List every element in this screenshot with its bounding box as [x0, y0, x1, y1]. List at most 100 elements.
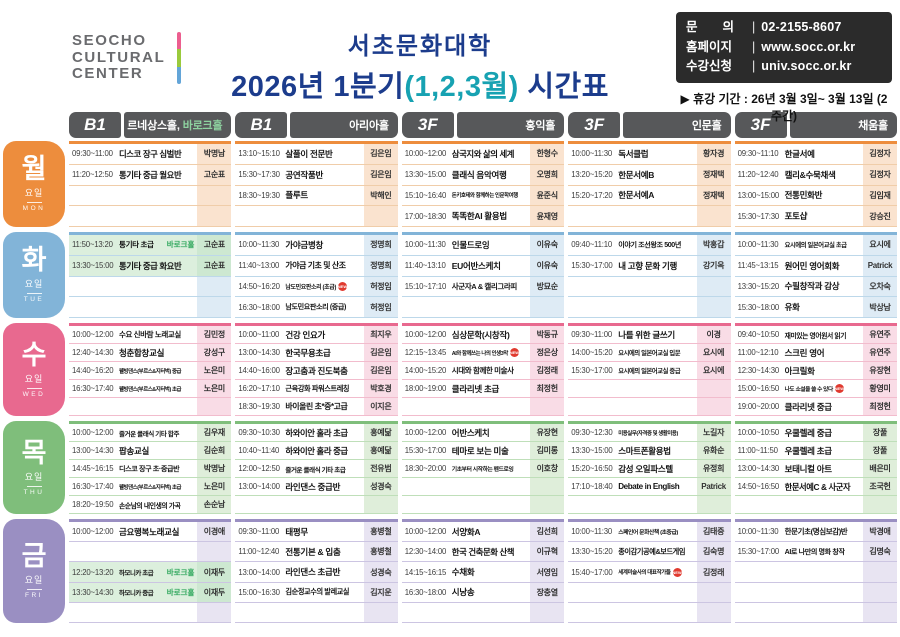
- class-info: 12:40~14:30 청춘합창교실: [69, 344, 197, 361]
- class-slot: 15:30~17:00 테마로 보는 미술 김미롱: [401, 442, 565, 460]
- instructor-name: 김정자: [862, 164, 897, 185]
- class-slot: 14:40~16:20 웰빙댄스(부르스&지터벅) 중급 노은미: [69, 362, 232, 380]
- instructor-name: 박명남: [197, 460, 232, 477]
- timetable-board: B1 르네상스홀, 바로크홀 B1 아리아홀 3F 홍익홀 3F 인문홀 3F 채움홀 월 요일 MON…: [0, 112, 900, 624]
- class-info: 10:00~12:00 수요 신바람 노래교실: [69, 326, 197, 343]
- class-time: 18:30~19:30: [238, 402, 280, 411]
- class-name: AI로 나만의 명화 창작: [784, 547, 845, 556]
- instructor-name: [197, 185, 232, 206]
- class-time: 13:20~15:20: [571, 170, 613, 180]
- class-info: 13:30~15:00 스마트폰활용법: [568, 442, 696, 459]
- class-slot: 13:00~14:30 팝송교실 김순희: [69, 442, 232, 460]
- class-info: 10:40~11:40 하와이안 훌라 중급: [235, 442, 363, 459]
- instructor-name: [197, 206, 232, 226]
- class-info: [69, 398, 197, 415]
- instructor-name: 황자경: [696, 144, 731, 164]
- instructor-name: [696, 496, 731, 513]
- class-name: 삼국지와 삶의 세계: [451, 148, 515, 159]
- class-time: 10:00~11:30: [737, 240, 779, 250]
- class-name: 즐거운 클래식 기타 초급: [285, 466, 346, 474]
- empty-slot: [69, 297, 232, 318]
- day-name-english: WED: [22, 390, 46, 398]
- hall-label-baroque: 바로크홀: [182, 120, 223, 132]
- class-info: 15:30~17:00 내 고향 문화 기행: [568, 256, 696, 276]
- instructor-name: Patrick: [696, 478, 731, 495]
- class-slot: 16:30~18:00 남도민요판소리 (중급) 허정임: [235, 297, 398, 318]
- instructor-name: 고순표: [197, 235, 232, 255]
- class-time: 13:30~15:00: [571, 446, 613, 455]
- class-time: 15:30~18:00: [737, 302, 780, 312]
- class-slot: 10:00~12:00 금요행복노래교실 이경애: [69, 522, 232, 543]
- class-slot: 12:00~12:50 즐거운 클래식 기타 초급 전유범: [235, 460, 398, 478]
- class-name: 한국 건축문화 산책: [451, 546, 515, 557]
- schedule-cell: 10:00~12:00 서양화A 김선희 12:30~14:00 한국 건축문화 산책 이…: [401, 519, 565, 624]
- class-time: 10:00~12:00: [72, 527, 114, 537]
- contact-area: 문 의 | 02-2155-8607 홈페이지 | www.socc.or.kr 수강신청 |…: [676, 12, 892, 124]
- schedule-cell: 11:50~13:20 통기타 초급 바로크홀 고순표 13:30~15:00 통기타 중…: [69, 232, 232, 318]
- class-slot: 13:00~14:00 라인댄스 초급반 성경숙: [235, 562, 398, 583]
- class-slot: 10:00~12:00 수요 신바람 노래교실 김민정: [69, 326, 232, 344]
- day-row-fri: 금 요일 FRI 10:00~12:00 금요행복노래교실 이경애 12:20~13:20 하…: [3, 519, 897, 624]
- class-name: 디스코 장구 심벌반: [119, 148, 182, 159]
- class-time: 13:00~14:30: [72, 446, 114, 455]
- contact-separator: |: [752, 59, 756, 74]
- contact-row: 수강신청 | univ.socc.or.kr: [686, 59, 882, 75]
- title-line2: 2026년 1분기(1,2,3월) 시간표: [160, 63, 680, 105]
- class-slot: 17:10~18:40 Debate in English Patrick: [568, 478, 731, 496]
- class-slot: 09:30~11:00 태평무 홍병철: [235, 522, 398, 543]
- class-slot: 12:20~13:20 하모니카 초급 바로크홀 이재두: [69, 562, 232, 583]
- class-info: 12:30~14:00 한국 건축문화 산책: [402, 542, 530, 561]
- class-info: 11:45~13:15 원어민 영어회화: [735, 256, 863, 276]
- empty-slot: [401, 398, 565, 416]
- class-info: 18:30~20:00 기초부터 시작하는 펜드로잉: [402, 460, 530, 477]
- instructor-name: [862, 562, 897, 582]
- class-info: 14:40~16:20 웰빙댄스(부르스&지터벅) 중급: [69, 362, 197, 379]
- logo-line: CULTURAL: [72, 48, 166, 66]
- class-slot: 13:00~14:00 라인댄스 중급반 성경숙: [235, 478, 398, 496]
- schedule-cell: 09:30~11:00 태평무 홍병철 11:00~12:40 전통기본 & 입춤 홍병철…: [235, 519, 398, 624]
- class-name: 한문서예C & 사군자: [784, 481, 851, 492]
- schedule-cell: 09:30~10:30 하와이안 훌라 초급 홍예닮 10:40~11:40 하와이안 …: [235, 421, 398, 514]
- instructor-name: 유연주: [862, 344, 897, 361]
- class-time: 18:30~20:00: [404, 464, 447, 473]
- instructor-name: 최지우: [363, 326, 398, 343]
- class-name: 스크린 영어: [784, 347, 825, 358]
- class-slot: 14:45~16:15 디스코 장구 초·중급반 박명남: [69, 460, 232, 478]
- class-info: 12:15~13:45 AI와 함께쓰는 나의 인생3막 NEW: [402, 344, 530, 361]
- class-time: 13:00~15:00: [737, 190, 780, 200]
- class-time: 09:40~11:10: [571, 240, 612, 250]
- class-slot: 14:15~16:15 수채화 서영임: [401, 562, 565, 583]
- baroque-hall-tag: 바로크홀: [166, 240, 195, 250]
- instructor-name: [530, 297, 565, 317]
- class-slot: 15:20~17:20 한문서예A 정재택: [568, 185, 731, 207]
- class-info: 16:30~18:00 남도민요판소리 (중급): [235, 297, 363, 317]
- class-time: 13:00~14:00: [238, 567, 280, 577]
- class-name: 하와이안 훌라 중급: [285, 445, 348, 456]
- hall-name-bar: 채움홀: [789, 112, 897, 138]
- class-time: 19:00~20:00: [737, 402, 780, 411]
- empty-slot: [568, 206, 731, 227]
- class-name: 전통민화반: [784, 190, 823, 201]
- class-info: 17:00~18:30 똑똑한AI 활용법: [402, 206, 530, 226]
- hall-label: 인문홀: [691, 120, 722, 132]
- class-info: 09:30~11:00 태평무: [235, 522, 363, 541]
- instructor-name: 이유숙: [530, 255, 565, 276]
- day-rows: 월 요일 MON 09:30~11:00 디스코 장구 심벌반 박명남 11:20~12:5…: [3, 141, 897, 624]
- class-info: [69, 206, 197, 226]
- schedule-cell: 10:00~11:30 요시에의 일본어교실 초급 요시에 11:45~13:15 원어…: [734, 232, 897, 318]
- class-name: 장고춤과 진도북춤: [285, 365, 348, 376]
- class-name: 종이감기공예&보드게임: [618, 546, 686, 556]
- class-name: 우쿨렐레 초급: [784, 445, 832, 456]
- schedule-cell: 09:30~11:10 한글서예 김정자 11:20~12:40 캘리&수묵채색 김정자 1…: [734, 141, 897, 227]
- class-time: 09:30~10:30: [238, 428, 280, 437]
- class-time: 15:30~17:30: [238, 170, 280, 180]
- instructor-name: 박해인: [363, 185, 398, 206]
- class-name: 플루트: [285, 190, 308, 201]
- contact-row: 문 의 | 02-2155-8607: [686, 20, 882, 36]
- class-info: 11:50~13:20 통기타 초급 바로크홀: [69, 235, 197, 255]
- class-time: 11:40~13:00: [238, 261, 280, 271]
- class-name: 스페인어 문화산책 (초중급): [618, 530, 678, 537]
- instructor-name: 손순남: [197, 496, 232, 513]
- instructor-name: [696, 206, 731, 226]
- page-title: 서초문화대학 2026년 1분기(1,2,3월) 시간표: [160, 26, 680, 105]
